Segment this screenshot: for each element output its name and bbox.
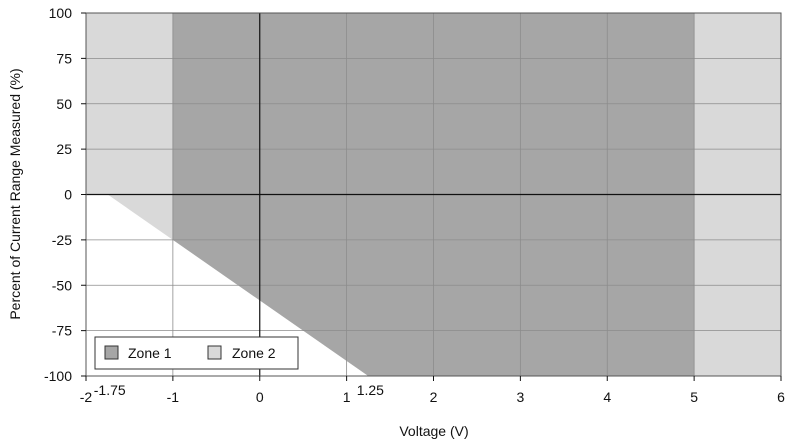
- x-tick-label: 0: [256, 389, 264, 405]
- y-tick-label: -25: [52, 232, 72, 248]
- y-tick-label: 50: [56, 96, 72, 112]
- x-axis-title: Voltage (V): [399, 423, 468, 439]
- annotation-label: 1.25: [357, 382, 384, 398]
- y-tick-label: 25: [56, 141, 72, 157]
- zero-axis-lines: [86, 13, 781, 376]
- x-ticks: -2 -1 0 1 2 3 4 5 6: [80, 376, 785, 405]
- legend-swatch-zone-2: [207, 345, 222, 360]
- x-tick-label: 4: [603, 389, 611, 405]
- y-tick-label: 75: [56, 50, 72, 66]
- legend-label-zone-1: Zone 1: [128, 345, 172, 361]
- y-tick-label: -100: [44, 368, 72, 384]
- y-ticks: 100 75 50 25 0 -25 -50 -75 -100: [44, 5, 86, 384]
- x-tick-label: -2: [80, 389, 93, 405]
- x-tick-label: 6: [777, 389, 785, 405]
- y-tick-label: 100: [49, 5, 73, 21]
- y-axis-title: Percent of Current Range Measured (%): [7, 68, 23, 319]
- legend: Zone 1 Zone 2: [94, 336, 299, 370]
- legend-swatch-zone-1: [104, 345, 119, 360]
- y-tick-label: -50: [52, 277, 72, 293]
- y-tick-label: 0: [64, 187, 72, 203]
- x-tick-label: 3: [516, 389, 524, 405]
- annotation-labels: -1.75 1.25: [94, 382, 384, 398]
- x-tick-label: 5: [690, 389, 698, 405]
- x-tick-label: 2: [430, 389, 438, 405]
- annotation-label: -1.75: [94, 382, 126, 398]
- x-tick-label: 1: [343, 389, 351, 405]
- x-tick-label: -1: [167, 389, 180, 405]
- y-tick-label: -75: [52, 323, 72, 339]
- legend-label-zone-2: Zone 2: [232, 345, 276, 361]
- legend-box: [94, 336, 299, 370]
